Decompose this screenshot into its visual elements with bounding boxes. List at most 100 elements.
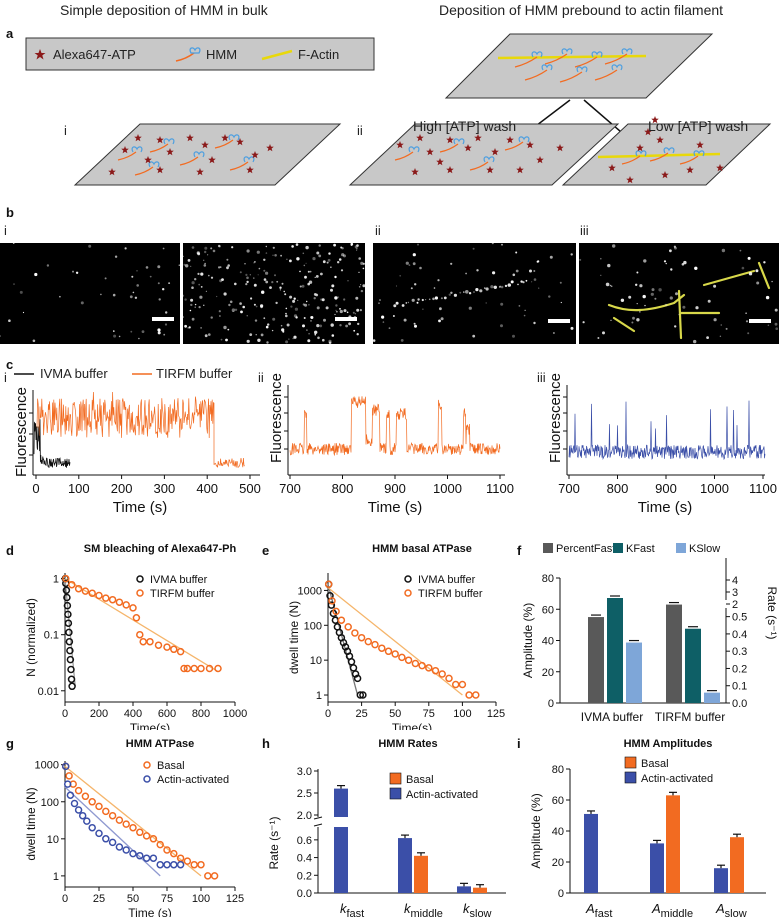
- data-point: [139, 637, 147, 646]
- fluorescent-spot: [407, 301, 410, 304]
- atp-star-icon: [396, 141, 404, 149]
- x-tick-label: 400: [196, 481, 218, 496]
- panel-a-label-ii: ii: [357, 123, 363, 138]
- panel-letter-h: h: [262, 736, 270, 751]
- legend-label: KFast: [626, 543, 655, 555]
- data-point: [66, 791, 75, 799]
- fluorescent-spot: [607, 263, 611, 268]
- fluorescent-spot: [285, 340, 289, 344]
- fluorescent-spot: [434, 296, 438, 300]
- data-point: [115, 816, 124, 824]
- fluorescent-spot: [681, 263, 685, 266]
- y-tick-right-label: 0.5: [732, 612, 747, 624]
- fluorescent-spot: [334, 275, 337, 279]
- fluorescent-spot: [307, 270, 310, 273]
- atp-star-icon: [196, 168, 204, 176]
- fluorescent-spot: [639, 284, 643, 288]
- fluorescent-spot: [412, 262, 416, 266]
- category-label: kfast: [340, 901, 364, 917]
- chart-h: HMM Rates 0.0 0.2 0.4 0.6 2.0 2.5 3.0 Rate (s⁻¹)…: [267, 738, 506, 917]
- fluorescent-spot: [352, 311, 355, 314]
- fluorescent-spot: [297, 299, 299, 301]
- data-point: [122, 846, 130, 854]
- fluorescent-spot: [500, 324, 503, 328]
- x-tick-label: 400: [124, 708, 142, 720]
- data-point: [95, 829, 103, 838]
- fluorescent-spot: [265, 325, 269, 329]
- x-tick-label: 800: [192, 708, 210, 720]
- fluorescent-spot: [220, 266, 222, 268]
- fluorescent-spot: [339, 309, 343, 314]
- category-subscript: middle: [411, 908, 443, 917]
- data-point: [210, 872, 219, 880]
- fluorescent-spot: [168, 282, 171, 284]
- fluorescent-spot: [432, 297, 435, 301]
- fluorescent-spot: [285, 314, 288, 318]
- fluorescent-spot: [644, 304, 646, 307]
- fluorescent-spot: [360, 284, 362, 286]
- y-tick-label: 100: [304, 620, 322, 632]
- fluorescent-spot: [359, 309, 362, 312]
- fluorescent-spot: [301, 284, 305, 288]
- panel-c-traces: Fluorescence 0 100 200 300 400 500 Time (s) I…: [13, 366, 777, 516]
- data-point: [132, 614, 141, 622]
- atp-star-icon: [411, 168, 419, 176]
- fluorescent-spot: [414, 324, 417, 328]
- fluorescent-spot: [239, 302, 242, 305]
- data-point: [102, 807, 110, 816]
- atp-star-icon: [626, 176, 634, 184]
- y-axis-label: dwell time (N): [24, 787, 38, 860]
- scale-bar: [335, 317, 357, 321]
- x-tick-label: 1000: [433, 481, 462, 496]
- fluorescent-spot: [217, 244, 221, 248]
- fluorescent-spot: [162, 247, 165, 250]
- x-tick-label: 100: [68, 481, 90, 496]
- y-tick-right-label: 3: [732, 587, 738, 599]
- c-i-ylabel: Fluorescence: [13, 387, 30, 477]
- fluorescent-spot: [197, 272, 200, 275]
- fluorescent-spot: [272, 254, 274, 256]
- fluorescent-spot: [490, 285, 494, 289]
- c-i-xlabel: Time (s): [113, 499, 167, 516]
- fluorescent-spot: [748, 272, 753, 276]
- fluorescent-spot: [253, 283, 257, 287]
- fluorescent-spot: [231, 308, 236, 312]
- fluorescent-spot: [204, 250, 207, 254]
- fluorescent-spot: [533, 278, 537, 281]
- data-point: [378, 644, 386, 652]
- data-point: [163, 846, 171, 854]
- y-tick-label: 1000: [298, 585, 322, 597]
- fluorescent-spot: [223, 292, 227, 296]
- fluorescent-spot: [199, 295, 203, 299]
- y-tick-right-label: 4: [732, 575, 738, 587]
- fluorescent-spot: [448, 293, 451, 296]
- fluorescent-spot: [227, 264, 230, 267]
- data-point: [197, 664, 205, 673]
- atp-star-icon: [208, 156, 216, 164]
- fluorescent-spot: [512, 334, 515, 338]
- fluorescent-spot: [265, 271, 269, 275]
- legend-actin-label: F-Actin: [298, 47, 339, 62]
- fluorescent-spot: [261, 290, 265, 294]
- fluorescent-spot: [0, 335, 1, 337]
- fluorescent-spot: [525, 279, 528, 282]
- atp-star-icon: [166, 148, 174, 156]
- trace-chart-c-iii: Fluorescence 700 800 900 1000 1100 Time (s): [547, 373, 777, 516]
- atp-star-icon: [506, 136, 514, 144]
- legend-hmm-icon: [175, 47, 201, 62]
- fluorescent-spot: [283, 290, 285, 293]
- legend-marker: [136, 589, 144, 597]
- data-point: [66, 655, 75, 664]
- data-point: [349, 664, 358, 672]
- fluorescent-spot: [302, 303, 305, 306]
- fluorescent-spot: [34, 272, 38, 277]
- fluorescent-spot: [438, 319, 441, 323]
- fluorescent-spot: [323, 318, 326, 322]
- fluorescent-spot: [337, 261, 340, 264]
- fluorescent-spot: [12, 243, 15, 244]
- fluorescent-spot: [756, 281, 760, 285]
- x-tick-label: 700: [279, 481, 301, 496]
- fluorescent-spot: [360, 261, 364, 265]
- fluorescent-spot: [132, 291, 135, 294]
- atp-star-icon: [516, 166, 524, 174]
